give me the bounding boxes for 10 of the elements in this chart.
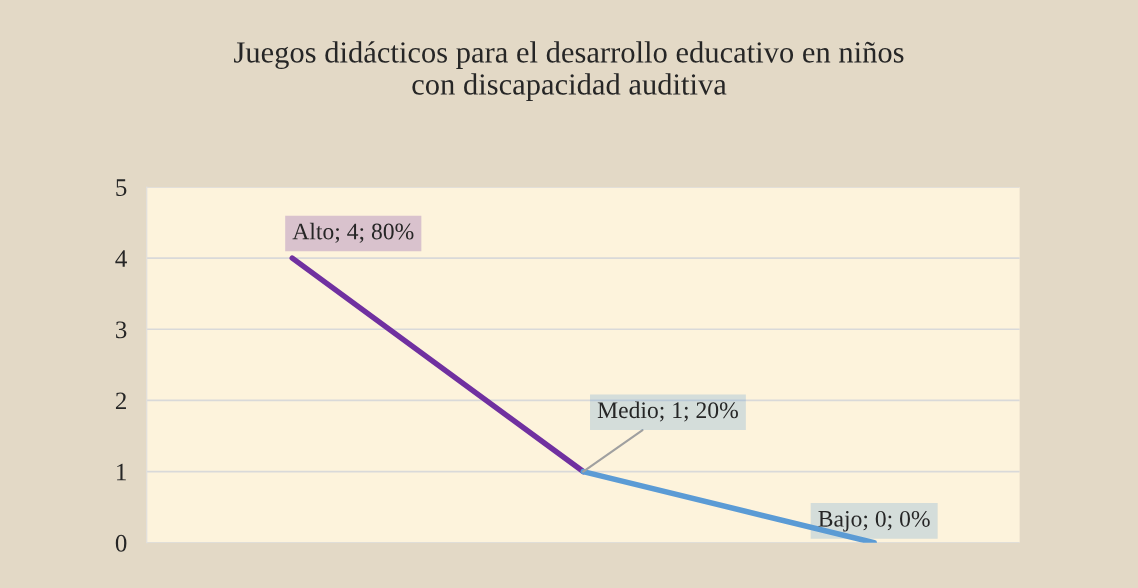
data-label: Medio; 1; 20% bbox=[597, 401, 738, 422]
y-tick-label: 4 bbox=[115, 250, 127, 267]
y-tick-label: 2 bbox=[115, 392, 126, 410]
data-label: Bajo; 0; 0% bbox=[818, 510, 930, 532]
data-label: Alto; 4; 80% bbox=[292, 222, 414, 243]
y-tick-label: 0 bbox=[115, 534, 127, 552]
y-tick-label: 5 bbox=[116, 179, 127, 196]
chart-title: Juegos didácticos para el desarrollo educativo en niños con discapacidad auditiva bbox=[234, 41, 904, 101]
y-tick-label: 1 bbox=[117, 463, 126, 481]
y-tick-label: 3 bbox=[116, 321, 127, 339]
